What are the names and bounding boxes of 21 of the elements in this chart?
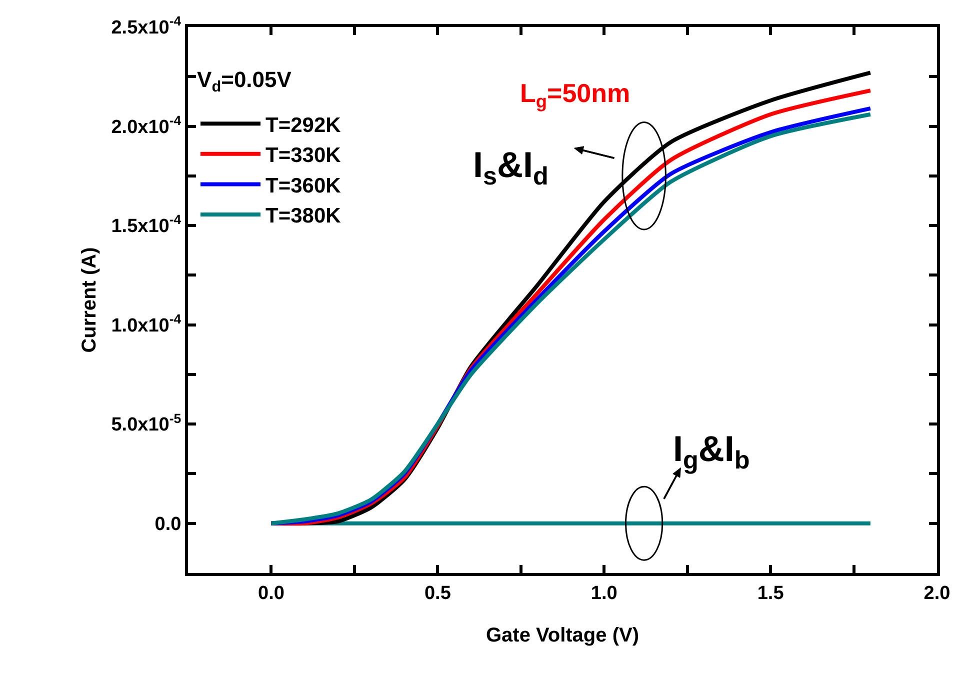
annotation: I$_{s}$&I$_{d}$ — [473, 144, 548, 191]
x-tick-label: 1.5 — [757, 582, 784, 604]
y-tick-label: 5.0x10$^{-5}$ — [111, 410, 182, 436]
y-tick-label: 1.0x10$^{-4}$ — [111, 311, 182, 336]
legend-label: T=330K — [265, 144, 341, 168]
annotation: L$_{g}$=50nm — [520, 78, 630, 112]
y-tick-label: 2.0x10$^{-4}$ — [111, 112, 182, 138]
annotation: V$_{d}$=0.05V — [197, 67, 292, 96]
y-tick-label: 0.0 — [154, 514, 182, 536]
legend-label: T=360K — [265, 174, 341, 198]
y-tick-label: 2.5x10$^{-4}$ — [111, 14, 182, 39]
x-tick-label: 0.0 — [258, 582, 284, 604]
annotation: I$_{g}$&I$_{b}$ — [673, 428, 750, 475]
y-tick-label: 1.5x10$^{-4}$ — [111, 212, 182, 238]
x-tick-label: 0.5 — [424, 582, 452, 604]
x-tick-label: 2.0 — [924, 582, 950, 604]
legend-label: T=292K — [265, 114, 341, 137]
y-axis-title: Current (A) — [78, 247, 101, 353]
x-tick-label: 1.0 — [590, 582, 618, 604]
legend-label: T=380K — [265, 204, 341, 228]
x-axis-title: Gate Voltage (V) — [486, 624, 639, 646]
